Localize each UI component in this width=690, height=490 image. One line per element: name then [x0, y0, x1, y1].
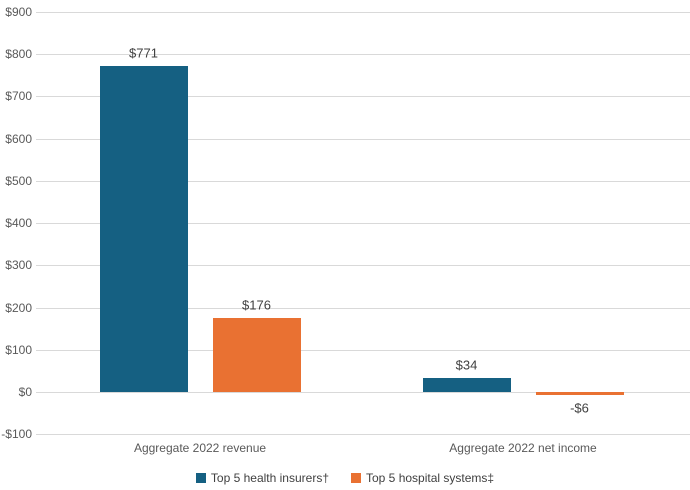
gridline	[36, 434, 690, 436]
bar-series1-cat1	[99, 66, 188, 392]
gridline	[36, 392, 690, 393]
legend-swatch-hospital-systems	[351, 472, 361, 483]
x-axis-label-net-income: Aggregate 2022 net income	[449, 441, 597, 455]
data-label: $176	[242, 297, 271, 313]
y-tick-label: $200	[5, 300, 32, 315]
legend-item-hospital-systems: Top 5 hospital systems‡	[351, 471, 494, 485]
legend-label-hospital-systems: Top 5 hospital systems‡	[366, 470, 495, 485]
y-tick-label: $300	[5, 258, 32, 273]
y-tick-label: $900	[5, 5, 32, 19]
y-tick-label: $100	[5, 342, 32, 357]
legend: Top 5 health insurers† Top 5 hospital sy…	[0, 469, 690, 486]
data-label: -$6	[570, 400, 589, 416]
gridline	[36, 223, 690, 225]
gridline	[36, 265, 690, 267]
gridline	[36, 138, 690, 140]
legend-item-health-insurers: Top 5 health insurers†	[195, 470, 329, 485]
gridline	[36, 12, 690, 13]
y-tick-label: $0	[18, 385, 32, 399]
y-tick-label: $400	[5, 216, 32, 231]
y-tick-label: -$100	[1, 427, 32, 442]
y-tick-label: $700	[5, 89, 32, 104]
gridline	[36, 180, 690, 182]
bar-series2-cat1	[212, 317, 301, 392]
gridline	[36, 307, 690, 309]
y-tick-label: $800	[5, 47, 32, 62]
bar-series1-cat2	[422, 377, 511, 392]
plot-area: $900 $800 $700 $600 $500 $400 $300 $200 $100 $0 -$…	[1, 5, 690, 442]
legend-label-health-insurers: Top 5 health insurers†	[210, 470, 329, 485]
x-axis-label-revenue: Aggregate 2022 revenue	[133, 441, 267, 455]
y-tick-label: $500	[5, 173, 32, 188]
gridline	[36, 54, 690, 56]
legend-swatch-health-insurers	[195, 472, 206, 483]
gridline	[36, 96, 690, 98]
gridline	[36, 349, 690, 351]
bar-series2-cat2	[535, 392, 624, 395]
data-label: $771	[129, 45, 158, 61]
y-tick-label: $600	[5, 131, 32, 146]
data-label: $34	[455, 357, 478, 373]
